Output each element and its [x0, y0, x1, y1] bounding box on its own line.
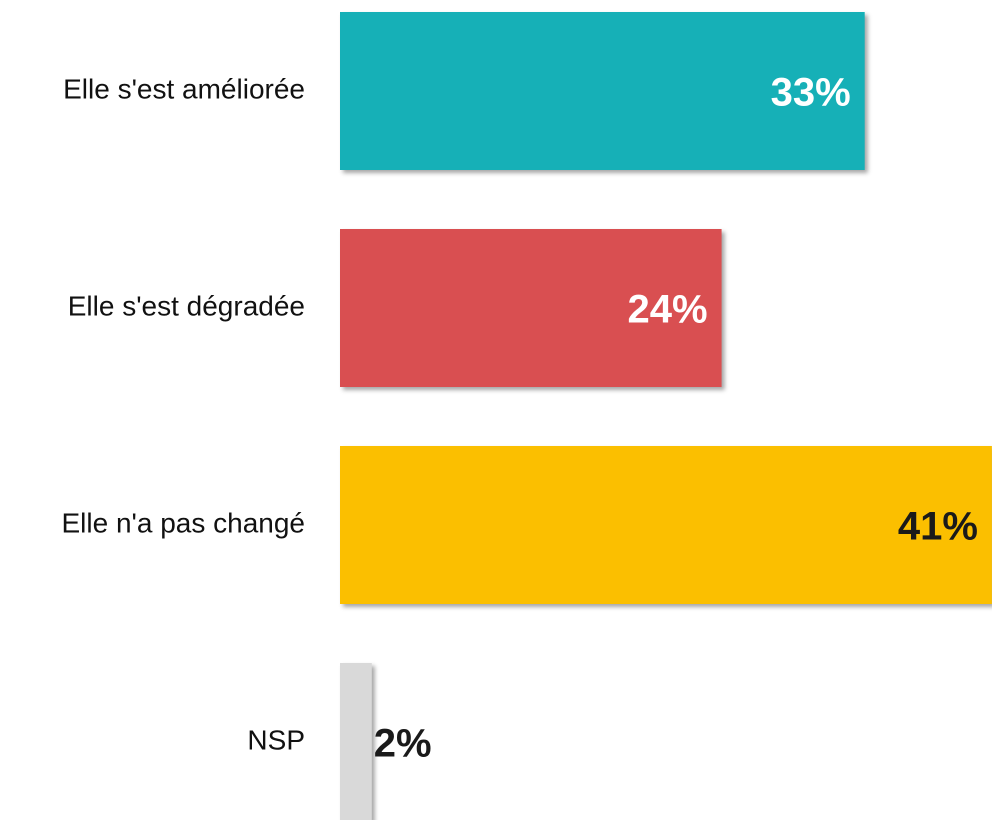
- category-label: Elle n'a pas changé: [61, 507, 305, 538]
- category-label: NSP: [247, 724, 305, 755]
- value-label: 2%: [374, 722, 432, 766]
- bar: [340, 446, 992, 604]
- bar: [340, 229, 722, 387]
- value-label: 33%: [771, 71, 851, 115]
- bar: [340, 12, 865, 170]
- value-label: 24%: [628, 288, 708, 332]
- category-label: Elle s'est dégradée: [68, 290, 305, 321]
- category-label: Elle s'est améliorée: [63, 73, 305, 104]
- bar: [340, 663, 372, 820]
- value-label: 41%: [898, 505, 978, 549]
